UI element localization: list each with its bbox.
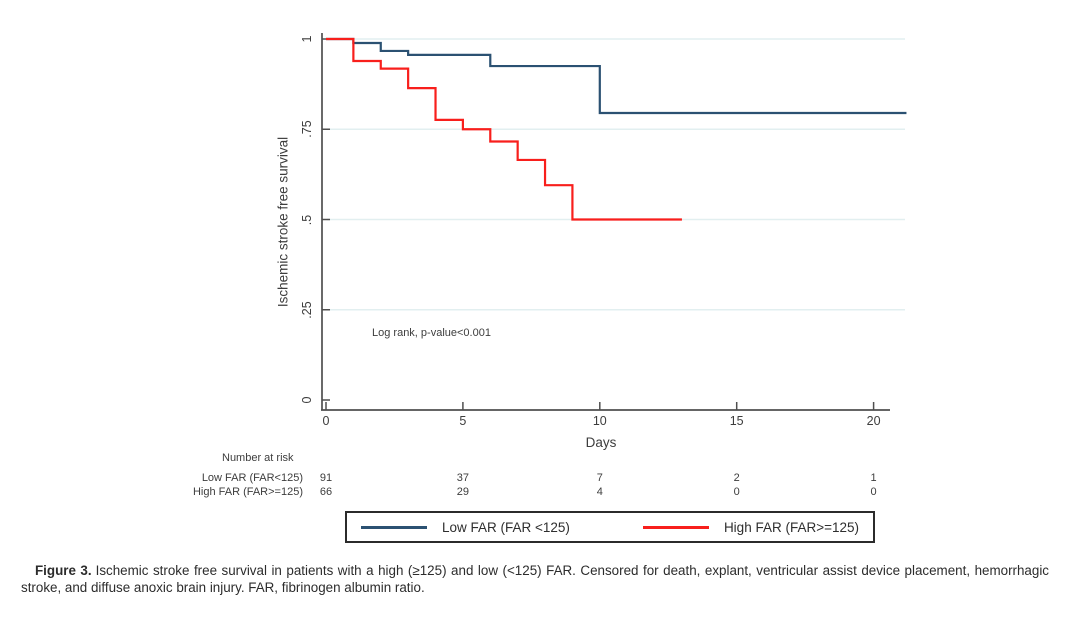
risk-count: 66 bbox=[319, 485, 333, 498]
risk-count: 2 bbox=[733, 472, 740, 484]
risk-row-label: Low FAR (FAR<125) bbox=[201, 472, 303, 484]
caption-label: Figure 3. bbox=[35, 563, 92, 578]
x-tick-label: 0 bbox=[322, 414, 330, 428]
risk-count: 0 bbox=[870, 485, 877, 498]
legend-item: High FAR (FAR>=125) bbox=[642, 519, 859, 535]
y-tick-label: 0 bbox=[300, 396, 314, 404]
risk-count: 7 bbox=[596, 472, 603, 484]
risk-count: 29 bbox=[456, 485, 470, 498]
number-at-risk-title: Number at risk bbox=[222, 452, 294, 464]
y-tick-label: .25 bbox=[300, 301, 314, 319]
km-chart-canvas bbox=[321, 33, 907, 411]
caption-text: Ischemic stroke free survival in patient… bbox=[21, 563, 1049, 595]
legend: Low FAR (FAR <125) High FAR (FAR>=125) bbox=[345, 511, 875, 543]
y-tick-label: .75 bbox=[300, 120, 314, 138]
high-far-curve bbox=[326, 37, 682, 221]
x-tick-label: 15 bbox=[729, 414, 744, 428]
log-rank-annotation: Log rank, p-value<0.001 bbox=[372, 327, 491, 339]
legend-swatch-high-far bbox=[642, 525, 709, 529]
figure-caption: Figure 3. Ischemic stroke free survival i… bbox=[21, 563, 1049, 596]
risk-count: 1 bbox=[870, 472, 877, 484]
risk-count: 91 bbox=[319, 472, 333, 484]
risk-row-label: High FAR (FAR>=125) bbox=[192, 485, 303, 498]
legend-label: High FAR (FAR>=125) bbox=[723, 519, 859, 535]
x-tick-label: 5 bbox=[459, 414, 467, 428]
risk-count: 0 bbox=[733, 485, 740, 498]
x-tick-label: 10 bbox=[592, 414, 607, 428]
y-axis-title: Ischemic stroke free survival bbox=[275, 136, 291, 308]
legend-swatch-low-far bbox=[361, 525, 427, 529]
y-tick-label: 1 bbox=[300, 35, 314, 43]
x-tick-label: 20 bbox=[866, 414, 881, 428]
risk-count: 37 bbox=[456, 472, 470, 484]
x-axis-title: Days bbox=[585, 435, 617, 450]
legend-item: Low FAR (FAR <125) bbox=[361, 520, 570, 535]
low-far-curve bbox=[326, 37, 907, 115]
risk-count: 4 bbox=[596, 485, 603, 498]
y-tick-label: .5 bbox=[300, 214, 314, 225]
legend-label: Low FAR (FAR <125) bbox=[442, 519, 570, 535]
